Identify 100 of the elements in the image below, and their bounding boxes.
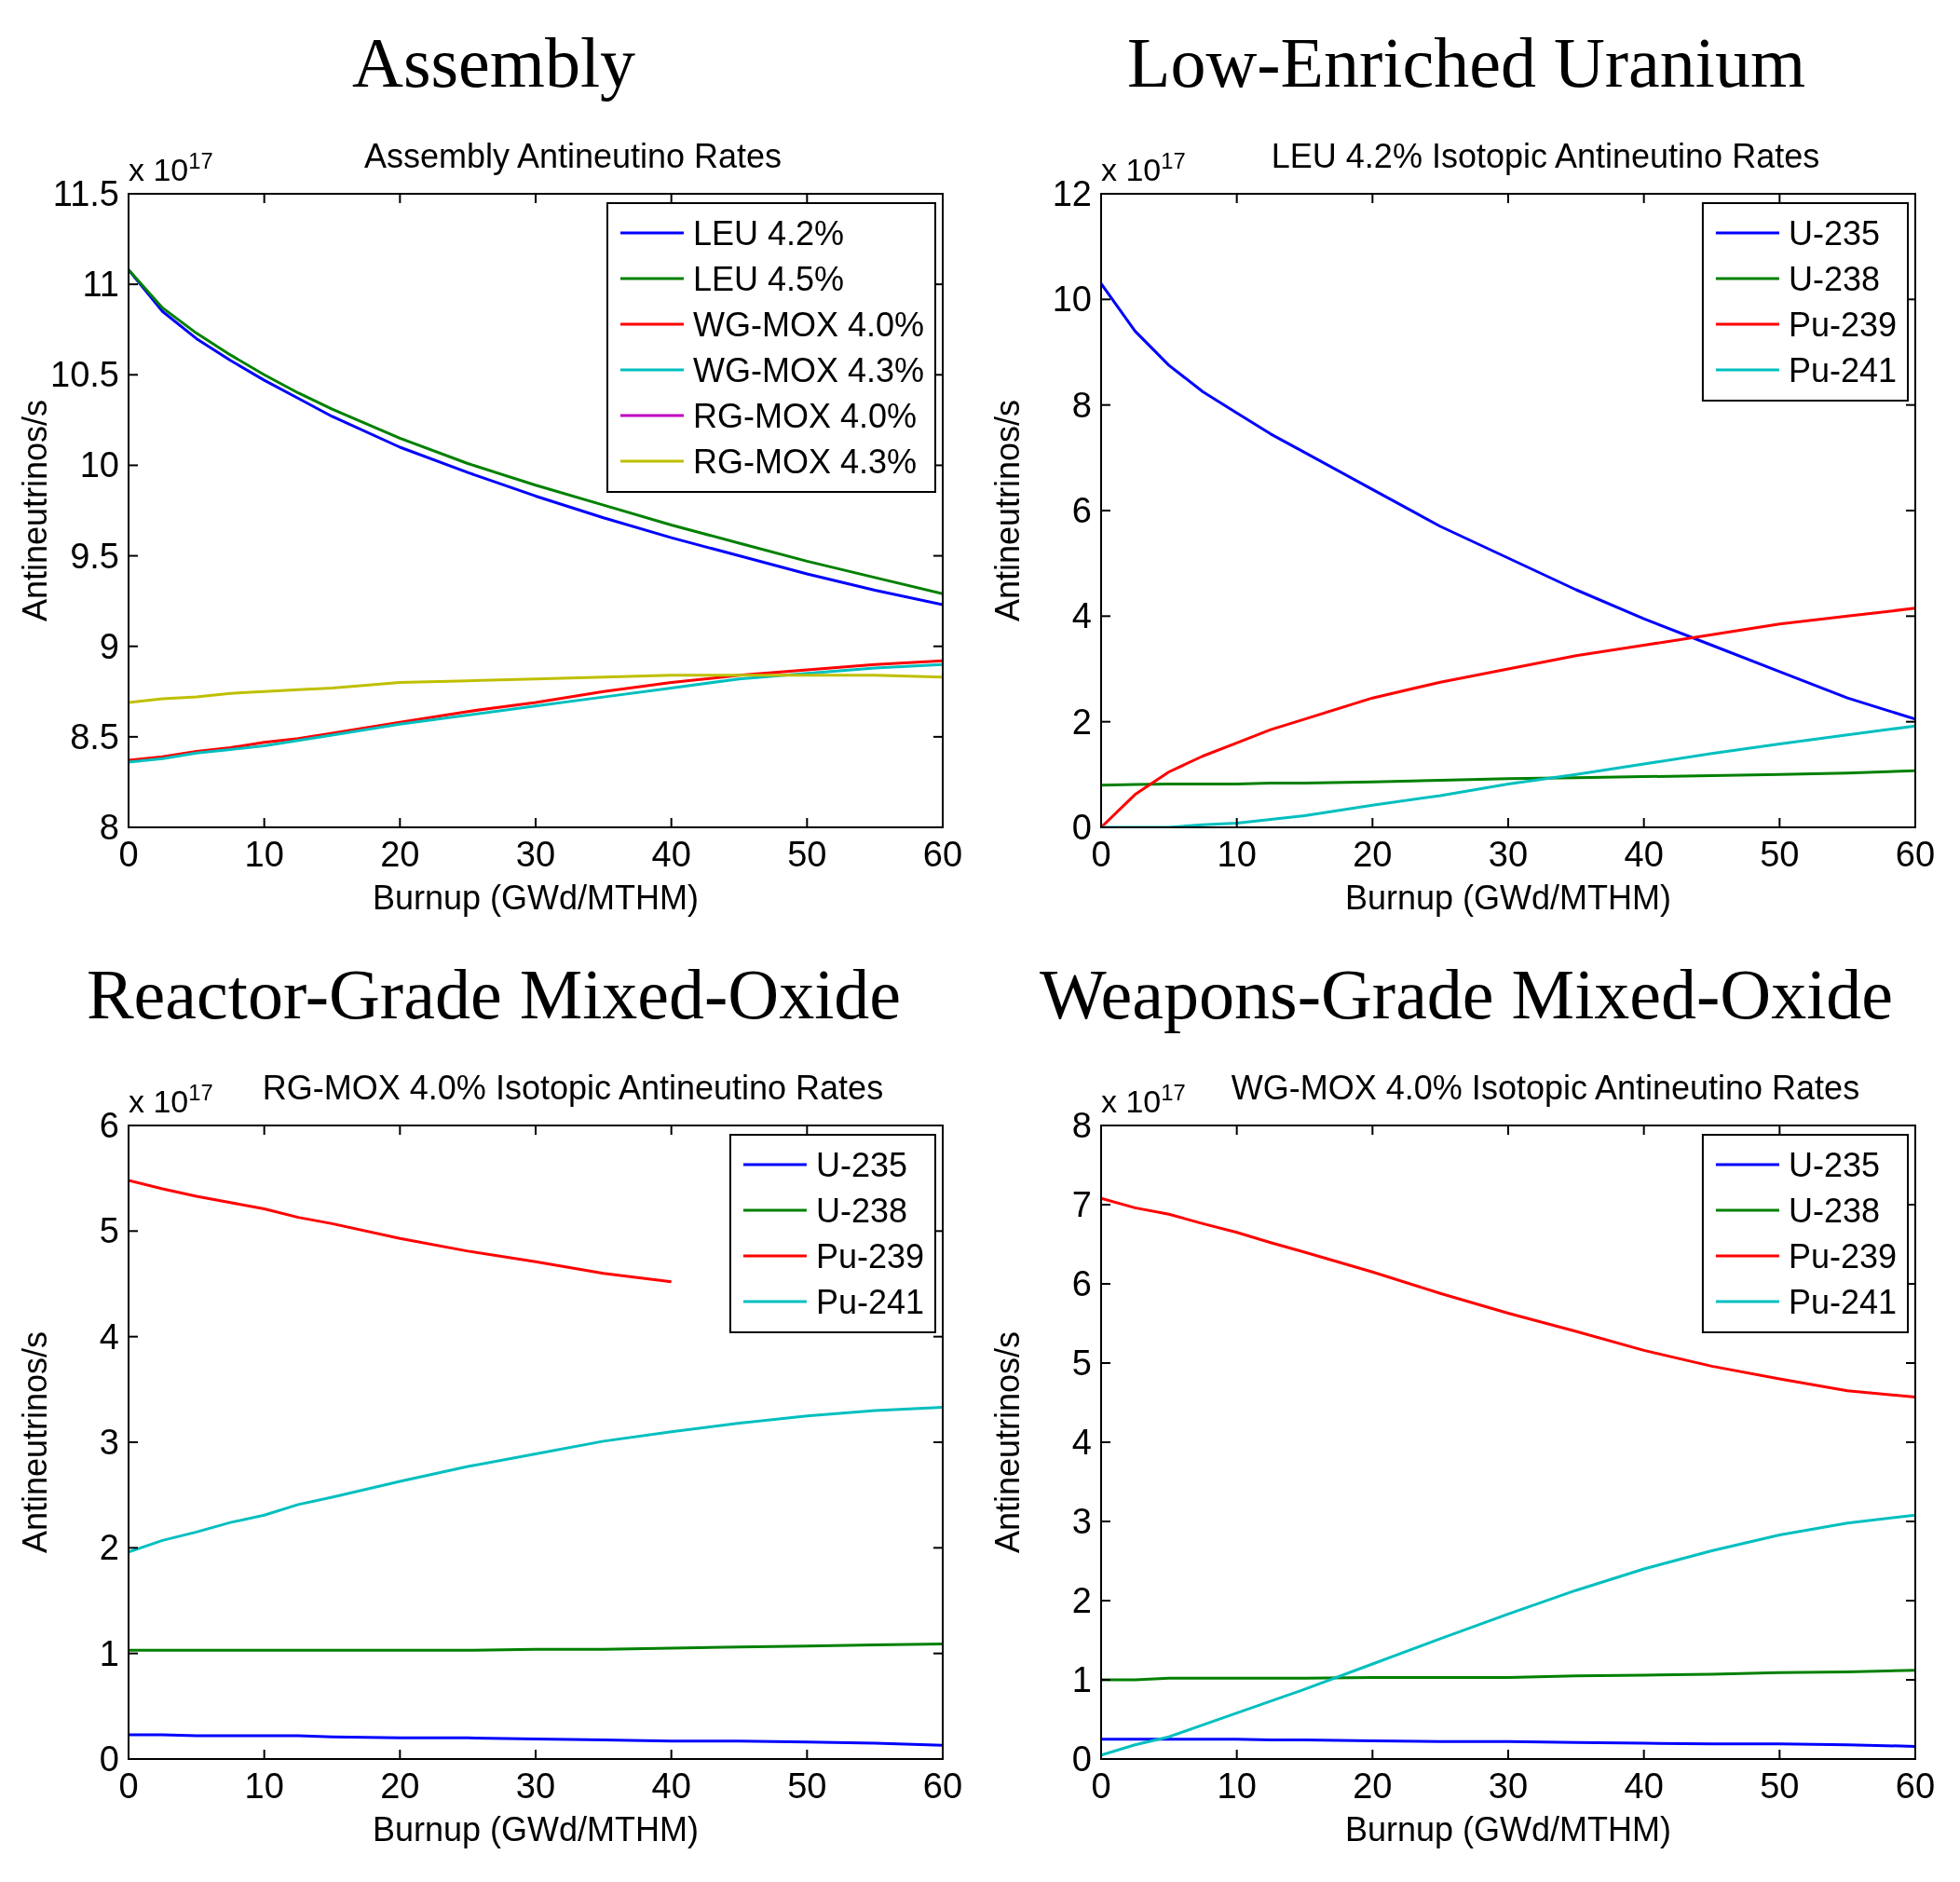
y-tick-label: 0 (1071, 808, 1092, 847)
x-tick-label: 30 (1488, 835, 1529, 874)
x-tick-label: 60 (1895, 1766, 1936, 1806)
y-tick-label: 8 (99, 808, 119, 847)
y-tick-label: 10.5 (50, 355, 119, 395)
x-axis-title: Burnup (GWd/MTHM) (1344, 1810, 1672, 1848)
x-tick-label: 40 (651, 1766, 691, 1806)
legend-label: U-238 (1788, 260, 1880, 298)
legend-label: U-235 (1788, 1146, 1880, 1184)
y-tick-label: 0 (99, 1739, 119, 1779)
chart-subtitle: Assembly Antineutino Rates (363, 137, 783, 175)
legend-label: U-238 (815, 1192, 907, 1230)
legend-label: Pu-241 (1788, 1283, 1898, 1321)
x-tick-label: 30 (515, 1766, 556, 1806)
y-tick-label: 1 (99, 1633, 119, 1673)
line-series (1101, 1196, 1915, 1399)
legend-label: U-235 (815, 1146, 907, 1184)
line-series (1101, 1513, 1915, 1757)
line-series (1101, 769, 1915, 787)
chart-subtitle: WG-MOX 4.0% Isotopic Antineutino Rates (1231, 1069, 1860, 1107)
y-tick-label: 4 (99, 1316, 119, 1357)
y-tick-label: 8 (1071, 1106, 1092, 1145)
chart-title: Weapons-Grade Mixed-Oxide (1039, 955, 1894, 1033)
y-tick-label: 5 (1071, 1343, 1092, 1383)
x-tick-label: 10 (1217, 1766, 1257, 1806)
x-tick-label: 60 (922, 835, 963, 874)
line-series (129, 1179, 674, 1284)
legend-label: LEU 4.2% (692, 214, 845, 252)
text: x 10$^{17}$ (129, 1079, 213, 1119)
line-series (129, 674, 943, 704)
y-tick-label: 11.5 (52, 174, 119, 213)
y-tick-label: 2 (1071, 1581, 1092, 1620)
legend-label: Pu-241 (815, 1283, 925, 1321)
chart-title: Assembly (352, 23, 635, 102)
y-tick-label: 7 (1071, 1185, 1092, 1224)
x-axis-title: Burnup (GWd/MTHM) (1344, 879, 1672, 917)
x-tick-label: 60 (1895, 835, 1936, 874)
y-tick-label: 12 (1052, 174, 1092, 213)
x-tick-label: 60 (922, 1766, 963, 1806)
x-tick-label: 40 (1624, 1766, 1664, 1806)
y-tick-label: 6 (1071, 1264, 1092, 1303)
x-tick-label: 10 (244, 835, 284, 874)
legend-label: RG-MOX 4.0% (692, 397, 918, 435)
x-tick-label: 10 (1217, 835, 1257, 874)
x-tick-label: 10 (244, 1766, 284, 1806)
y-tick-label: 10 (79, 445, 119, 485)
line-series (129, 1642, 943, 1652)
line-series (129, 1733, 943, 1747)
y-tick-label: 4 (1071, 1423, 1092, 1462)
line-series (1101, 1669, 1915, 1682)
y-tick-label: 1 (1071, 1660, 1092, 1699)
text: x 10$^{17}$ (129, 147, 213, 187)
legend-label: Pu-239 (1788, 1237, 1898, 1275)
x-tick-label: 50 (787, 835, 827, 874)
y-tick-label: 9 (99, 626, 119, 666)
chart-title: Reactor-Grade Mixed-Oxide (86, 955, 902, 1033)
y-tick-label: 4 (1071, 596, 1092, 636)
line-series (1101, 1738, 1915, 1748)
x-tick-label: 50 (1760, 835, 1800, 874)
y-tick-label: 6 (1071, 491, 1092, 530)
legend-label: Pu-241 (1788, 351, 1898, 389)
y-tick-label: 10 (1052, 280, 1092, 320)
x-tick-label: 50 (1760, 1766, 1800, 1806)
legend-label: Pu-239 (815, 1237, 925, 1275)
x-tick-label: 20 (1353, 835, 1393, 874)
x-tick-label: 30 (515, 835, 556, 874)
legend-label: WG-MOX 4.0% (692, 306, 924, 344)
x-tick-label: 20 (1353, 1766, 1393, 1806)
x-tick-label: 50 (787, 1766, 827, 1806)
x-tick-label: 40 (651, 835, 691, 874)
line-series (129, 1406, 943, 1554)
y-tick-label: 8.5 (70, 716, 119, 757)
x-tick-label: 20 (380, 835, 420, 874)
y-axis-title: Antineutrinos/s (988, 399, 1027, 622)
chart-title: Low-Enriched Uranium (1126, 23, 1806, 102)
chart-subtitle: LEU 4.2% Isotopic Antineutino Rates (1271, 137, 1820, 175)
x-axis-title: Burnup (GWd/MTHM) (372, 1810, 700, 1848)
legend-label: U-235 (1788, 214, 1880, 252)
text: x 10$^{17}$ (1101, 1079, 1186, 1119)
y-tick-label: 3 (99, 1423, 119, 1462)
y-tick-label: 5 (99, 1211, 119, 1251)
y-tick-label: 9.5 (70, 536, 119, 576)
legend-label: Pu-239 (1788, 306, 1898, 344)
x-axis-title: Burnup (GWd/MTHM) (372, 879, 700, 917)
y-tick-label: 6 (99, 1106, 119, 1145)
x-tick-label: 30 (1488, 1766, 1529, 1806)
y-tick-label: 11 (82, 265, 119, 305)
x-tick-label: 20 (380, 1766, 420, 1806)
y-axis-title: Antineutrinos/s (16, 399, 54, 622)
y-tick-label: 8 (1071, 385, 1092, 425)
x-tick-label: 40 (1624, 835, 1664, 874)
line-series (1101, 607, 1915, 827)
legend-label: LEU 4.5% (692, 260, 845, 298)
y-tick-label: 2 (99, 1528, 119, 1568)
legend-label: RG-MOX 4.3% (692, 443, 918, 481)
y-axis-title: Antineutrinos/s (988, 1330, 1027, 1554)
y-axis-title: Antineutrinos/s (16, 1330, 54, 1554)
legend-label: U-238 (1788, 1192, 1880, 1230)
y-tick-label: 3 (1071, 1502, 1092, 1541)
chart-subtitle: RG-MOX 4.0% Isotopic Antineutino Rates (262, 1069, 884, 1107)
